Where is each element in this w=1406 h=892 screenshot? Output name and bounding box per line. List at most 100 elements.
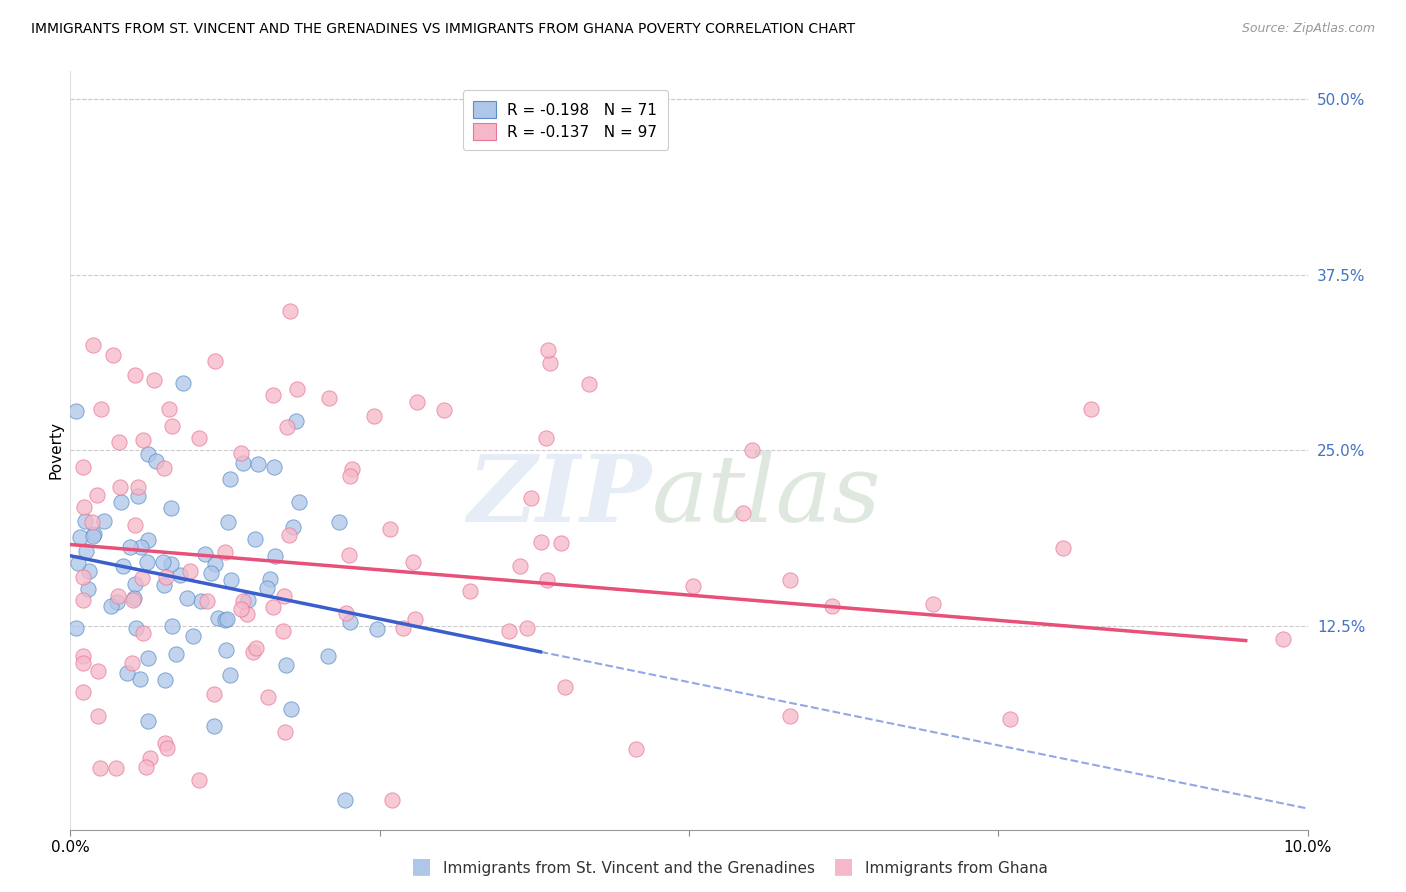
Point xyxy=(339,615,361,629)
Point xyxy=(458,584,481,599)
Point xyxy=(115,665,138,680)
Point xyxy=(204,558,226,572)
Point xyxy=(194,547,217,561)
Point xyxy=(264,549,287,563)
Point xyxy=(122,592,145,607)
Point xyxy=(335,606,357,620)
Point xyxy=(145,453,167,467)
Point xyxy=(75,543,97,558)
Point xyxy=(274,724,297,739)
Point xyxy=(243,532,266,546)
Point xyxy=(1052,541,1074,556)
Point xyxy=(378,523,401,537)
Legend: R = -0.198   N = 71, R = -0.137   N = 97: R = -0.198 N = 71, R = -0.137 N = 97 xyxy=(463,90,668,151)
Point xyxy=(259,572,281,586)
Point xyxy=(165,647,187,661)
Text: ZIP: ZIP xyxy=(468,451,652,541)
Point xyxy=(339,469,361,483)
Point xyxy=(110,480,132,494)
Point xyxy=(82,515,104,529)
Point xyxy=(219,573,242,587)
Point xyxy=(76,582,98,596)
Point xyxy=(121,656,143,670)
Point xyxy=(107,589,129,603)
Point xyxy=(129,673,152,687)
Point xyxy=(136,714,159,728)
Point xyxy=(160,558,183,572)
Point xyxy=(72,685,94,699)
Point xyxy=(162,418,184,433)
Point xyxy=(153,578,176,592)
Point xyxy=(72,593,94,607)
Point xyxy=(179,564,201,578)
Point xyxy=(537,343,560,357)
Point xyxy=(82,338,104,352)
Point xyxy=(263,460,285,475)
Point xyxy=(402,555,425,569)
Point xyxy=(741,442,763,457)
Point xyxy=(104,761,127,775)
Point xyxy=(578,376,600,391)
Point xyxy=(516,621,538,635)
Point xyxy=(278,527,301,541)
Point xyxy=(73,500,96,514)
Point xyxy=(280,702,302,716)
Point xyxy=(271,624,294,639)
Point xyxy=(176,591,198,606)
Point xyxy=(132,626,155,640)
Point xyxy=(285,383,308,397)
Point xyxy=(287,495,309,509)
Point xyxy=(72,656,94,670)
Point xyxy=(125,621,148,635)
Point xyxy=(200,566,222,580)
Point xyxy=(731,506,754,520)
Point xyxy=(363,409,385,423)
Point xyxy=(682,579,704,593)
Point xyxy=(79,564,101,578)
Point xyxy=(100,599,122,613)
Point xyxy=(554,680,576,694)
Point xyxy=(242,645,264,659)
Point xyxy=(218,668,240,682)
Point xyxy=(328,515,350,529)
Point xyxy=(120,541,142,555)
Point xyxy=(202,686,225,700)
Point xyxy=(160,618,183,632)
Point xyxy=(337,549,360,563)
Point xyxy=(65,404,87,418)
Point xyxy=(93,514,115,528)
Point xyxy=(1080,401,1102,416)
Point xyxy=(207,611,229,625)
Point xyxy=(127,480,149,494)
Point xyxy=(340,462,363,476)
Point xyxy=(318,391,340,405)
Point xyxy=(101,348,124,362)
Point xyxy=(67,556,90,570)
Point xyxy=(86,488,108,502)
Point xyxy=(229,602,252,616)
Point xyxy=(530,534,553,549)
Point xyxy=(276,420,298,434)
Point xyxy=(188,431,211,445)
Point xyxy=(90,401,112,416)
Point xyxy=(276,658,298,673)
Point xyxy=(89,761,111,775)
Point xyxy=(256,581,278,595)
Point xyxy=(231,446,253,460)
Point xyxy=(262,388,284,402)
Point xyxy=(124,591,146,605)
Point xyxy=(283,520,305,534)
Point xyxy=(153,461,176,475)
Point xyxy=(72,570,94,584)
Text: IMMIGRANTS FROM ST. VINCENT AND THE GRENADINES VS IMMIGRANTS FROM GHANA POVERTY : IMMIGRANTS FROM ST. VINCENT AND THE GREN… xyxy=(31,22,855,37)
Y-axis label: Poverty: Poverty xyxy=(49,421,63,480)
Point xyxy=(232,457,254,471)
Point xyxy=(132,433,155,447)
Point xyxy=(73,514,96,528)
Point xyxy=(188,773,211,788)
Point xyxy=(160,500,183,515)
Point xyxy=(136,533,159,548)
Point xyxy=(195,593,218,607)
Point xyxy=(152,555,174,569)
Point xyxy=(124,368,146,382)
